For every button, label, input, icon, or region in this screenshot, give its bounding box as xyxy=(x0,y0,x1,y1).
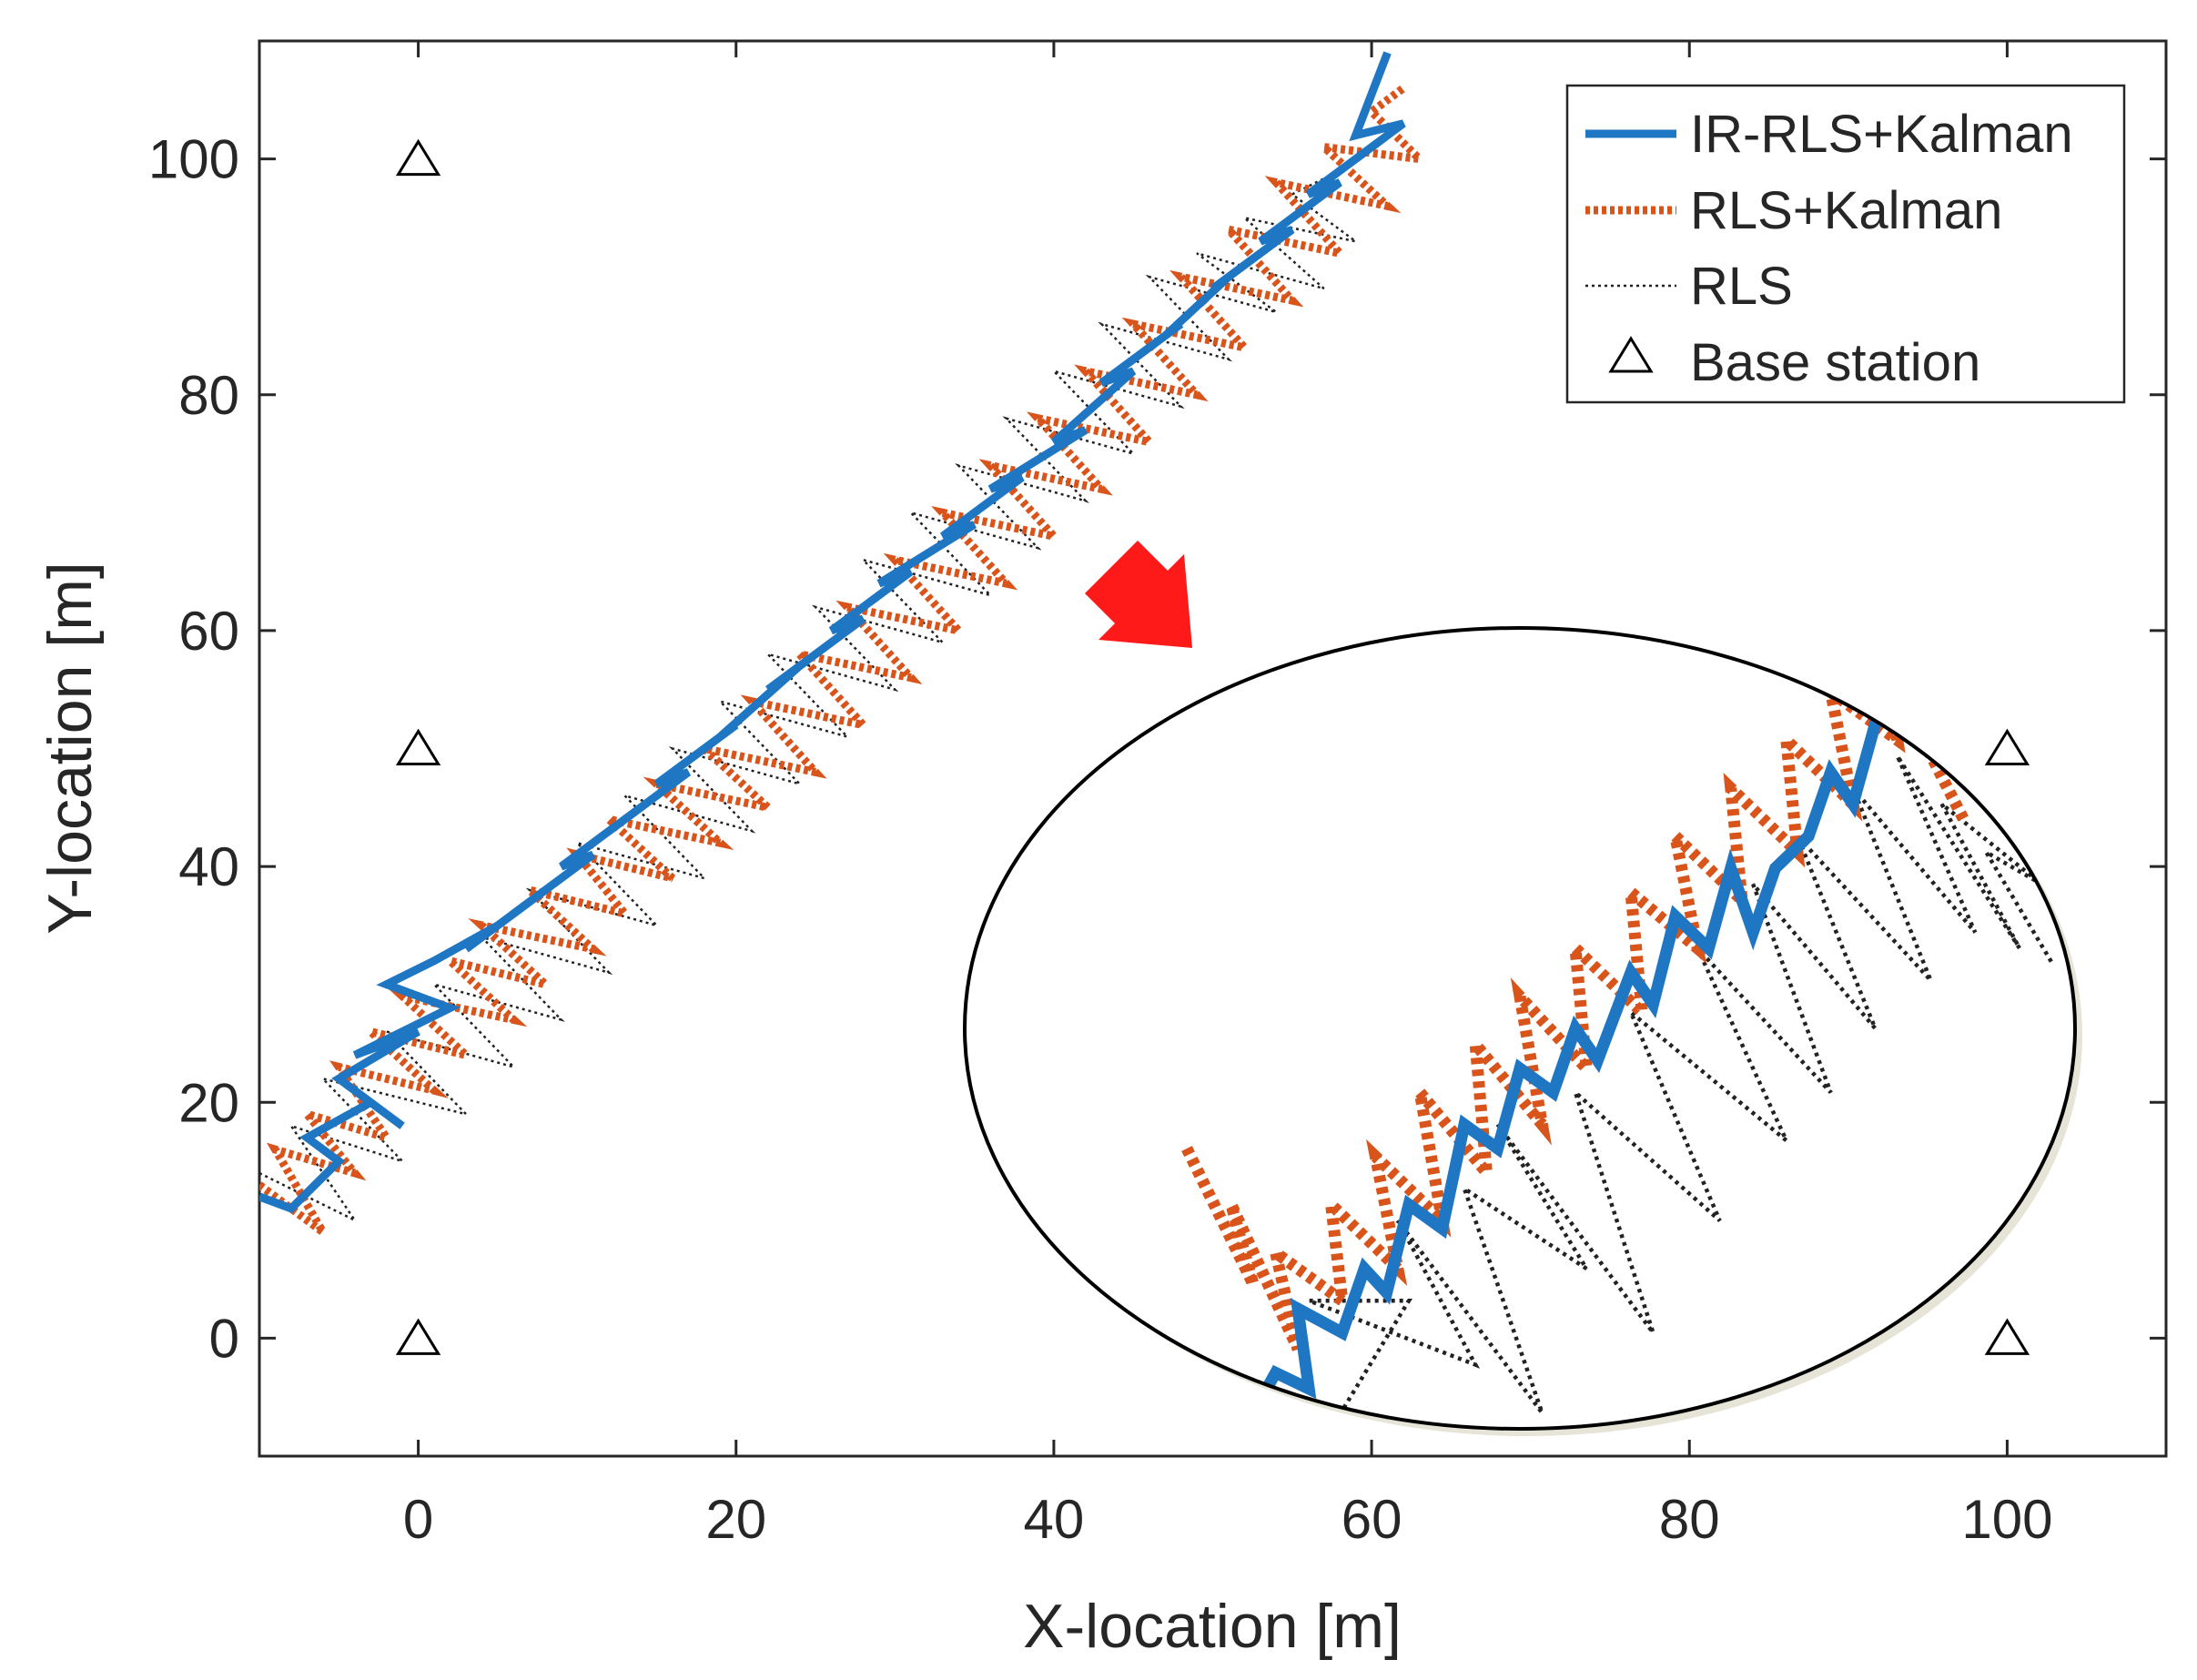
inset-line-rls xyxy=(1308,754,2055,1429)
y-axis-label: Y-location [m] xyxy=(35,562,105,934)
legend: IR-RLS+Kalman RLS+Kalman RLS Base statio… xyxy=(1565,84,2126,404)
zoom-inset xyxy=(963,626,2082,1436)
x-axis-label: X-location [m] xyxy=(1023,1592,1402,1661)
zoom-arrow-icon xyxy=(1085,541,1192,648)
x-tick-label: 0 xyxy=(403,1489,433,1550)
x-tick-label: 20 xyxy=(705,1489,766,1550)
base-stations xyxy=(395,138,2030,1355)
y-tick-label: 40 xyxy=(178,836,239,897)
base-station-triangle-icon xyxy=(395,138,441,177)
base-station-triangle-icon xyxy=(395,1318,441,1355)
base-station-triangle-icon xyxy=(1984,728,2030,765)
x-tick-label: 100 xyxy=(1961,1489,2052,1550)
legend-label-rls: RLS xyxy=(1690,257,1793,316)
legend-label-ir-rls-kalman: IR-RLS+Kalman xyxy=(1690,105,2073,164)
y-tick-label: 100 xyxy=(148,129,239,190)
legend-box xyxy=(1565,84,2126,404)
x-tick-label: 80 xyxy=(1659,1489,1720,1550)
y-tick-label: 60 xyxy=(178,601,239,662)
x-axis-ticks: 0 20 40 60 80 100 xyxy=(403,41,2052,1550)
y-tick-label: 20 xyxy=(178,1072,239,1133)
series-line-rls-kalman xyxy=(259,85,1432,1236)
inset-series-layer xyxy=(1181,665,2055,1429)
legend-triangle-icon xyxy=(1608,336,1654,373)
y-tick-label: 0 xyxy=(209,1308,239,1369)
y-axis-ticks: 0 20 40 60 80 100 xyxy=(148,129,2166,1369)
x-tick-label: 40 xyxy=(1024,1489,1085,1550)
legend-label-base-station: Base station xyxy=(1690,333,1980,392)
x-tick-label: 60 xyxy=(1341,1489,1402,1550)
legend-label-rls-kalman: RLS+Kalman xyxy=(1690,181,2002,240)
base-station-triangle-icon xyxy=(1984,1318,2030,1355)
inset-background xyxy=(965,628,2075,1429)
series-line-ir-rls-kalman xyxy=(259,51,1406,1214)
inset-line-ir-rls-kalman xyxy=(1248,699,1925,1416)
y-tick-label: 80 xyxy=(178,365,239,426)
series-layer xyxy=(259,51,1432,1236)
inset-line-rls-kalman xyxy=(1181,665,1969,1351)
base-station-triangle-icon xyxy=(395,728,441,765)
inset-border xyxy=(963,626,2077,1431)
